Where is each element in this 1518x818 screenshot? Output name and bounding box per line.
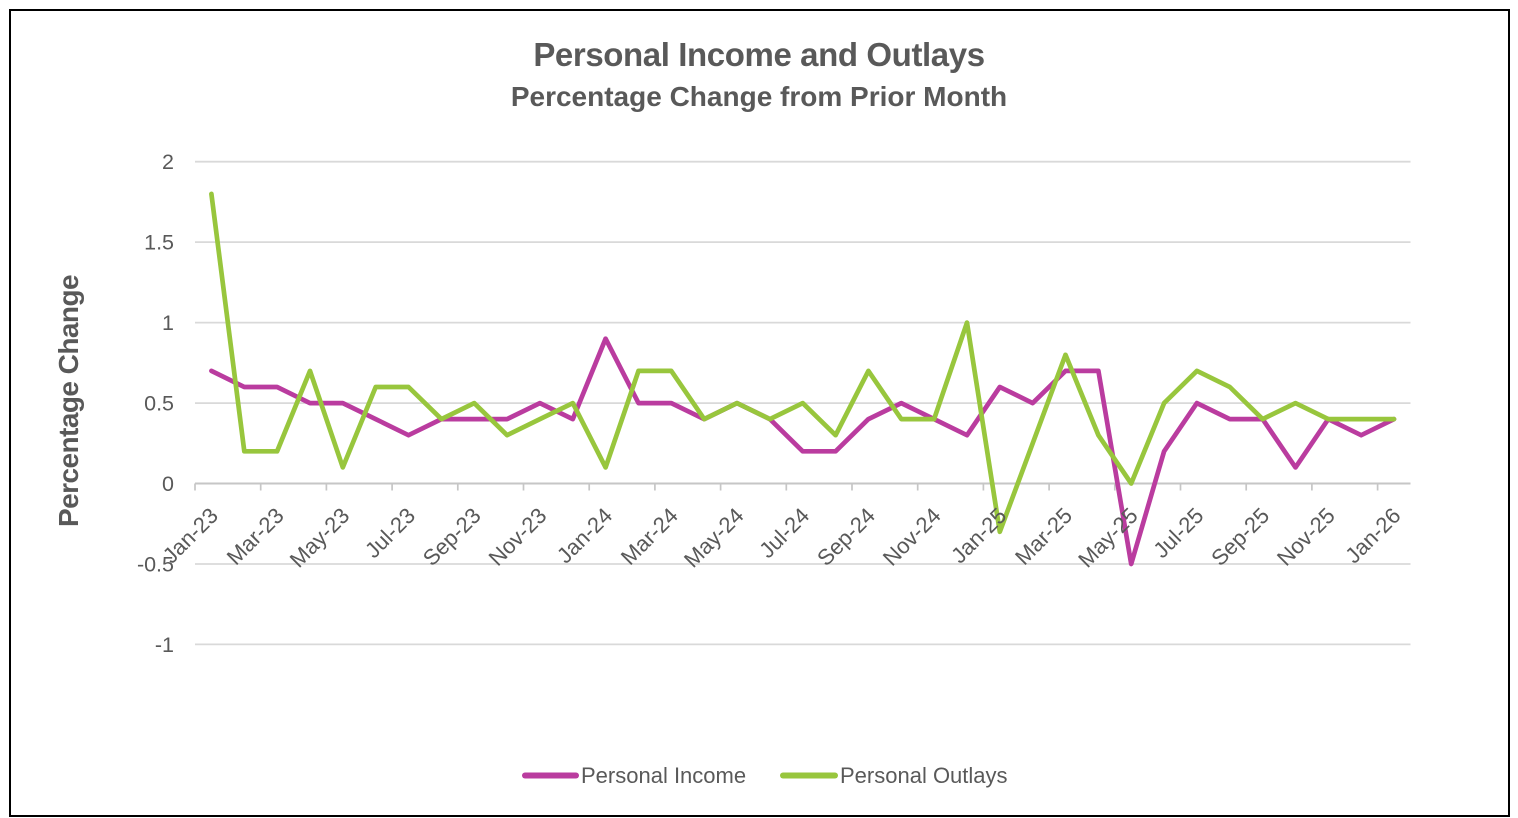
svg-text:Sep-25: Sep-25 [1206, 503, 1274, 571]
svg-text:Jul-23: Jul-23 [360, 503, 420, 563]
svg-text:1.5: 1.5 [144, 231, 174, 255]
svg-text:Percentage Change from Prior M: Percentage Change from Prior Month [511, 81, 1007, 112]
svg-text:Sep-24: Sep-24 [812, 503, 880, 571]
svg-text:Jan-23: Jan-23 [158, 503, 223, 568]
svg-text:-0.5: -0.5 [137, 553, 174, 577]
svg-text:Nov-24: Nov-24 [878, 503, 946, 571]
svg-text:Nov-23: Nov-23 [484, 503, 552, 571]
svg-text:Jan-24: Jan-24 [552, 503, 617, 568]
svg-text:Nov-25: Nov-25 [1272, 503, 1340, 571]
svg-text:May-23: May-23 [285, 503, 355, 573]
svg-text:Personal Income and Outlays: Personal Income and Outlays [533, 36, 984, 73]
svg-text:Mar-23: Mar-23 [222, 503, 289, 570]
svg-text:2: 2 [162, 150, 174, 174]
svg-text:1: 1 [162, 311, 174, 335]
svg-text:-1: -1 [155, 633, 174, 657]
svg-text:Mar-25: Mar-25 [1010, 503, 1077, 570]
svg-text:Jul-24: Jul-24 [754, 503, 814, 563]
svg-text:Mar-24: Mar-24 [616, 503, 683, 570]
svg-text:Jan-25: Jan-25 [946, 503, 1011, 568]
svg-text:Percentage Change: Percentage Change [53, 275, 84, 527]
svg-text:Sep-23: Sep-23 [418, 503, 486, 571]
svg-text:May-24: May-24 [679, 503, 749, 573]
svg-text:Personal Outlays: Personal Outlays [840, 763, 1008, 788]
svg-text:0: 0 [162, 472, 174, 496]
svg-text:0.5: 0.5 [144, 392, 174, 416]
svg-text:Jul-25: Jul-25 [1148, 503, 1208, 563]
svg-text:Personal Income: Personal Income [581, 763, 746, 788]
svg-text:Jan-26: Jan-26 [1340, 503, 1405, 568]
